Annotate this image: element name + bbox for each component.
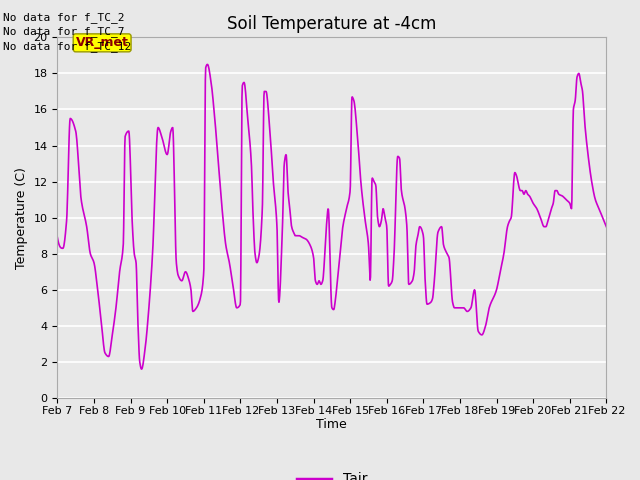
Text: No data for f_TC_12: No data for f_TC_12	[3, 41, 131, 52]
Title: Soil Temperature at -4cm: Soil Temperature at -4cm	[227, 15, 436, 33]
Text: No data for f_TC_2: No data for f_TC_2	[3, 12, 125, 23]
X-axis label: Time: Time	[317, 419, 348, 432]
Y-axis label: Temperature (C): Temperature (C)	[15, 167, 28, 269]
Legend: Tair: Tair	[291, 467, 372, 480]
Text: No data for f_TC_7: No data for f_TC_7	[3, 26, 125, 37]
Text: VR_met: VR_met	[76, 36, 129, 49]
